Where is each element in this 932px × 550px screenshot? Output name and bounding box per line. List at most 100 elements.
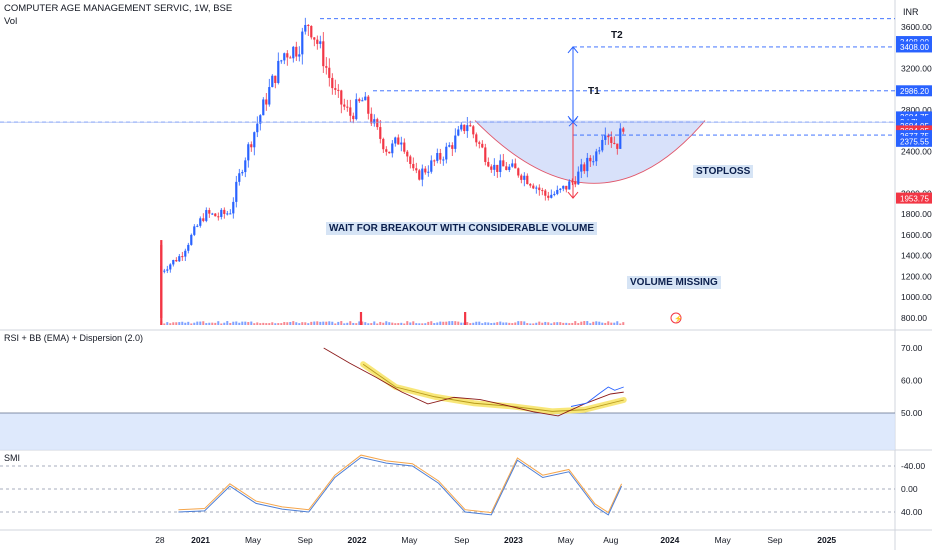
candle-body [439, 152, 442, 160]
price-badge [896, 130, 932, 142]
price-badge-label: 3408.00 [900, 43, 929, 52]
volume-bar [562, 322, 565, 325]
volume-bar [601, 322, 604, 325]
target-cross [568, 117, 578, 127]
volume-bar [559, 322, 562, 325]
volume-bar [220, 323, 223, 325]
candle-body [166, 269, 169, 271]
candle-body [586, 157, 589, 172]
volume-bar [307, 323, 310, 325]
candle-body [184, 250, 187, 257]
volume-bar [550, 323, 553, 325]
candle-body [196, 225, 199, 227]
candle-body [283, 53, 286, 61]
volume-bar [508, 322, 511, 325]
volume-bar [595, 321, 598, 325]
volume-bar [460, 322, 463, 325]
volume-bar [328, 321, 331, 325]
candle-body [322, 41, 325, 67]
price-tick-label: 2800.00 [901, 105, 932, 115]
symbol-title: COMPUTER AGE MANAGEMENT SERVIC, 1W, BSE [4, 3, 233, 14]
price-tick-label: 1000.00 [901, 292, 932, 302]
volume-bar [613, 322, 616, 325]
volume-bar [367, 323, 370, 325]
volume-bar [334, 323, 337, 325]
volume-bar [418, 323, 421, 325]
volume-bar [505, 322, 508, 325]
candle-body [553, 193, 556, 195]
time-axis-label: 28 [155, 535, 165, 545]
price-badge-label: 1953.75 [900, 194, 929, 203]
candle-body [415, 168, 418, 171]
candle-body [511, 163, 514, 167]
volume-bar [238, 322, 241, 325]
volume-bar [205, 323, 208, 325]
candle-body [187, 244, 190, 251]
time-axis-label: May [558, 535, 575, 545]
rsi-tick-label: 70.00 [901, 343, 923, 353]
candle-body [310, 25, 313, 38]
candle-body [274, 75, 277, 83]
candle-body [397, 137, 400, 145]
volume-bar [268, 323, 271, 325]
volume-bar [289, 321, 292, 325]
volume-bar [244, 321, 247, 325]
candle-body [613, 142, 616, 144]
volume-bar [187, 321, 190, 325]
volume-bar [274, 323, 277, 325]
candle-body [607, 135, 610, 138]
price-tick-label: 3600.00 [901, 22, 932, 32]
price-tick-label: 800.00 [901, 313, 927, 323]
candle-body [559, 188, 562, 190]
candle-body [343, 104, 346, 107]
volume-bar [277, 323, 280, 325]
volume-bar [436, 322, 439, 325]
volume-bar [364, 322, 367, 325]
candle-body [442, 159, 445, 161]
candle-body [532, 185, 535, 189]
candle-body [325, 66, 328, 68]
candle-body [271, 75, 274, 88]
volume-bar [544, 321, 547, 325]
volume-bar [358, 321, 361, 325]
candle-body [214, 213, 217, 217]
candle-body [340, 90, 343, 105]
volume-bar [355, 323, 358, 325]
candle-body [376, 119, 379, 128]
volume-bar [169, 323, 172, 325]
candle-body [550, 194, 553, 198]
candle-body [367, 96, 370, 114]
volume-bar [616, 321, 619, 325]
candle-body [382, 138, 385, 150]
volume-bar [361, 321, 364, 325]
volume-bar [421, 323, 424, 325]
candle-body [364, 96, 367, 101]
candle-body [256, 123, 259, 133]
candle-body [169, 264, 172, 270]
volume-bar [532, 323, 535, 325]
candle-body [475, 134, 478, 143]
candle-body [163, 270, 166, 272]
candle-body [424, 168, 427, 173]
candle-body [616, 143, 619, 149]
candle-body [370, 113, 373, 124]
volume-bar [229, 322, 232, 325]
volume-bar [208, 322, 211, 325]
volume-bar [304, 322, 307, 325]
volume-bar [235, 321, 238, 325]
volume-bar [478, 321, 481, 325]
price-tick-label: 1200.00 [901, 271, 932, 281]
candle-body [253, 132, 256, 148]
rsi-tick-label: 60.00 [901, 376, 923, 386]
volume-bar [394, 323, 397, 325]
price-tick-label: 1400.00 [901, 251, 932, 261]
candle-body [352, 115, 355, 120]
candle-body [394, 137, 397, 144]
volume-bar [526, 323, 529, 325]
candle-body [454, 135, 457, 149]
candle-body [619, 128, 622, 149]
volume-bar [376, 323, 379, 325]
candle-body [604, 135, 607, 140]
volume-bar [493, 322, 496, 325]
